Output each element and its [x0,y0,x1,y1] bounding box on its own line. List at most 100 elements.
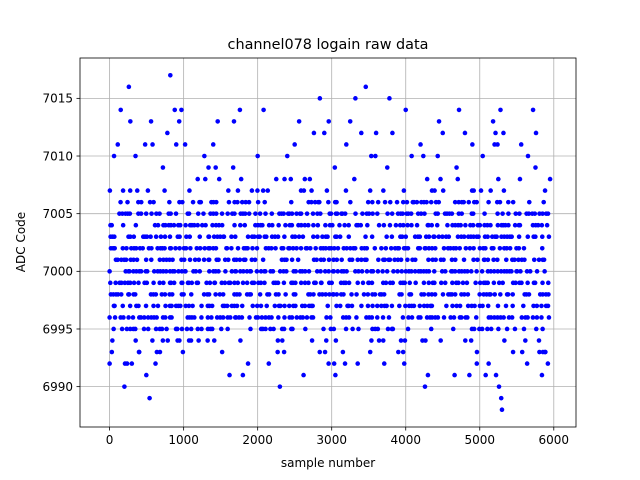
data-point [471,188,477,193]
data-point [438,176,443,182]
data-point [260,222,265,228]
data-point [113,280,118,286]
data-point [163,222,168,228]
data-point [404,199,410,205]
data-point [477,245,483,251]
data-point [395,269,400,274]
data-point [477,280,483,286]
data-point [162,234,168,240]
data-point [400,349,406,355]
data-point [249,188,255,193]
data-point [213,165,218,170]
data-point [186,303,192,309]
data-point [361,292,367,297]
data-point [323,245,329,251]
data-point [296,234,302,240]
data-point [533,130,539,136]
y-axis-label: ADC Code [14,212,28,272]
data-point [518,269,523,274]
data-point [264,234,269,240]
data-point [180,199,185,205]
data-point [501,130,506,136]
data-point [163,269,169,274]
data-point [255,153,260,159]
data-point [120,303,126,309]
data-point [301,372,306,378]
data-point [266,361,272,366]
data-point [257,292,263,297]
data-point [141,315,147,320]
data-point [449,292,455,297]
data-point [370,211,375,216]
data-point [145,315,151,320]
data-point [372,292,378,297]
data-point [298,280,304,286]
data-point [173,211,179,216]
data-point [313,245,318,251]
data-point [383,280,389,286]
data-point [324,315,329,320]
data-point [247,315,252,320]
data-point [157,211,162,216]
data-point [205,315,211,320]
data-point [512,222,518,228]
data-point [516,245,522,251]
data-point [151,280,156,286]
data-point [495,211,500,216]
data-point [215,119,220,124]
data-point [201,257,207,263]
data-point [238,176,244,182]
data-point [540,292,546,297]
data-point [202,245,207,251]
data-point [405,326,411,332]
data-point [293,269,299,274]
data-point [542,188,548,193]
data-point [108,280,113,286]
data-point [382,257,388,263]
data-point [213,199,219,205]
data-point [367,188,373,193]
data-point [216,257,221,263]
data-point [129,361,135,366]
y-tick-label: 7010 [42,149,73,163]
data-point [521,326,527,332]
data-point [466,199,472,205]
data-point [197,269,203,274]
data-point [160,338,166,343]
data-point [490,119,496,124]
data-point [122,280,128,286]
data-point [171,280,177,286]
data-point [127,188,133,193]
data-point [449,211,455,216]
data-point [444,303,449,309]
data-point [440,130,446,136]
data-point [224,245,230,251]
data-point [248,292,254,297]
data-point [155,222,161,228]
data-point [275,338,281,343]
data-point [546,234,552,240]
data-point [271,326,276,332]
data-point [151,303,156,309]
data-point [288,199,294,205]
data-point [390,280,396,286]
data-point [403,107,409,113]
data-point [355,361,361,366]
data-point [263,326,268,332]
data-point [485,303,491,309]
data-point [143,303,149,309]
data-point [413,280,418,286]
data-point [234,303,240,309]
data-point [474,269,479,274]
data-point [266,292,272,297]
data-point [197,245,203,251]
data-point [527,269,533,274]
data-point [186,211,192,216]
data-point [441,315,447,320]
data-point [120,211,125,216]
data-point [251,280,257,286]
data-point [375,269,381,274]
data-point [321,257,327,263]
data-point [352,245,358,251]
data-point [314,269,320,274]
